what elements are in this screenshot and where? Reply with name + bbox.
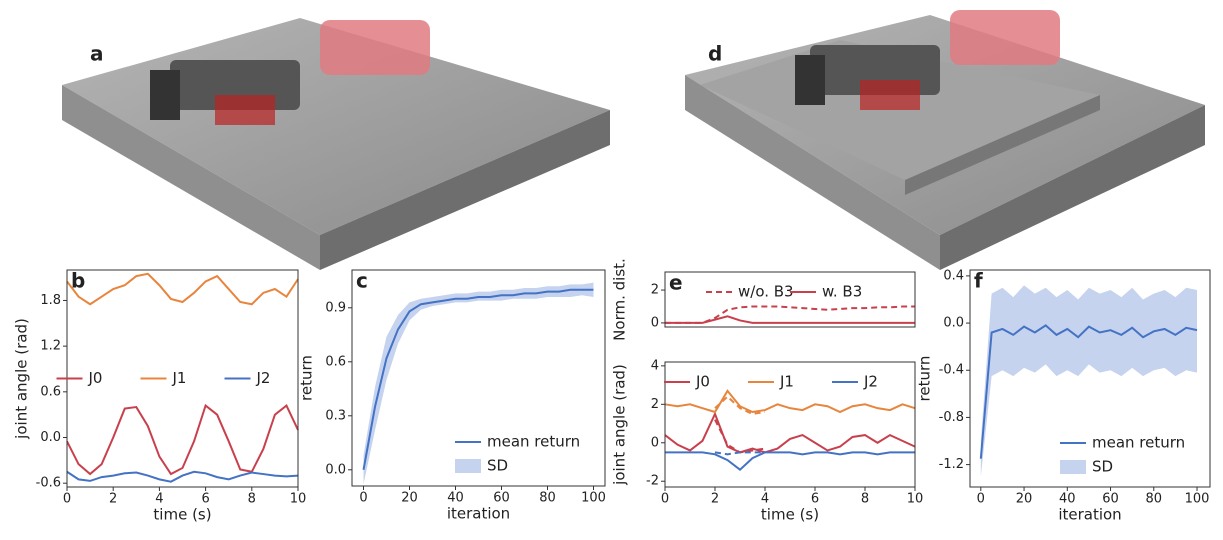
y-tick-label: 0 <box>651 315 659 330</box>
y-tick-label: -0.6 <box>36 476 61 491</box>
x-tick-label: 8 <box>861 492 869 507</box>
panel-label: b <box>71 269 85 293</box>
y-axis-label: Norm. dist. <box>611 258 629 341</box>
y-tick-label: 2 <box>651 283 659 298</box>
x-tick-label: 40 <box>1059 492 1076 507</box>
line <box>665 391 915 412</box>
legend-swatch <box>1060 460 1086 474</box>
x-tick-label: 2 <box>109 492 117 507</box>
panel-label: f <box>974 269 983 293</box>
legend-label: J1 <box>779 373 794 391</box>
render-d: d <box>685 10 1205 270</box>
x-tick-label: 0 <box>63 492 71 507</box>
panel-label: c <box>356 269 368 293</box>
y-tick-label: 0.0 <box>325 462 346 477</box>
panel-label: d <box>708 42 722 66</box>
figure: a d 0 2 4 6 8 10 -0.6 0.0 0.6 1.2 1.8 time (s) joint… <box>0 0 1223 536</box>
line <box>665 316 915 323</box>
legend-label: SD <box>1092 458 1113 476</box>
y-tick-label: 2 <box>651 397 659 412</box>
y-tick-label: 1.2 <box>40 339 61 354</box>
y-tick-label: 0.9 <box>325 300 346 315</box>
y-tick-label: 0.6 <box>40 384 61 399</box>
x-axis-label: iteration <box>447 505 510 523</box>
legend-label: J0 <box>88 369 103 387</box>
x-axis-label: time (s) <box>153 506 211 524</box>
y-tick-label: -1.2 <box>939 457 964 472</box>
line <box>67 406 298 475</box>
x-tick-label: 4 <box>761 492 769 507</box>
x-tick-label: 10 <box>290 492 307 507</box>
line <box>67 274 298 304</box>
legend-label: J2 <box>256 369 271 387</box>
y-axis-label: return <box>298 355 316 401</box>
x-tick-label: 20 <box>1016 492 1033 507</box>
legend-label: SD <box>487 457 508 475</box>
x-axis-label: time (s) <box>761 506 819 524</box>
x-tick-label: 60 <box>493 491 510 506</box>
panel-label: e <box>669 271 683 295</box>
legend-label: w. B3 <box>822 283 862 301</box>
x-tick-label: 8 <box>248 492 256 507</box>
legend-label: J1 <box>172 369 187 387</box>
x-tick-label: 40 <box>447 491 464 506</box>
legend-label: J2 <box>863 373 878 391</box>
y-tick-label: -0.4 <box>939 363 964 378</box>
y-axis-label: joint angle (rad) <box>13 318 31 440</box>
x-tick-label: 0 <box>359 491 367 506</box>
y-tick-label: -0.8 <box>939 410 964 425</box>
line <box>665 414 915 452</box>
x-tick-label: 100 <box>1185 492 1210 507</box>
sd-band <box>364 283 594 485</box>
y-tick-label: 0.6 <box>325 354 346 369</box>
x-tick-label: 6 <box>201 492 209 507</box>
y-tick-label: 4 <box>651 358 659 373</box>
legend-label: J0 <box>695 373 710 391</box>
y-tick-label: 0.0 <box>40 430 61 445</box>
x-tick-label: 0 <box>977 492 985 507</box>
x-tick-label: 20 <box>401 491 418 506</box>
line <box>715 452 765 454</box>
x-tick-label: 80 <box>1146 492 1163 507</box>
y-tick-label: 0.4 <box>943 268 964 283</box>
legend-label: w/o. B3 <box>738 283 794 301</box>
y-tick-label: 0 <box>651 435 659 450</box>
render-a: a <box>62 18 610 270</box>
y-tick-label: 0.0 <box>943 316 964 331</box>
x-tick-label: 2 <box>711 492 719 507</box>
x-tick-label: 10 <box>907 492 924 507</box>
axes-frame <box>352 270 605 486</box>
y-tick-label: -2 <box>646 474 659 489</box>
x-tick-label: 0 <box>661 492 669 507</box>
line <box>665 452 915 469</box>
y-axis-label: joint angle (rad) <box>611 364 629 486</box>
x-tick-label: 6 <box>811 492 819 507</box>
y-axis-label: return <box>916 356 934 402</box>
line <box>67 472 298 482</box>
x-tick-label: 4 <box>155 492 163 507</box>
x-tick-label: 100 <box>581 491 606 506</box>
x-axis-label: iteration <box>1058 506 1121 524</box>
y-tick-label: 0.3 <box>325 408 346 423</box>
x-tick-label: 80 <box>539 491 556 506</box>
x-tick-label: 60 <box>1102 492 1119 507</box>
y-tick-label: 1.8 <box>40 293 61 308</box>
legend-swatch <box>455 459 481 473</box>
line <box>665 306 915 322</box>
legend-label: mean return <box>1092 434 1185 452</box>
panel-label: a <box>90 42 104 66</box>
legend-label: mean return <box>487 433 580 451</box>
